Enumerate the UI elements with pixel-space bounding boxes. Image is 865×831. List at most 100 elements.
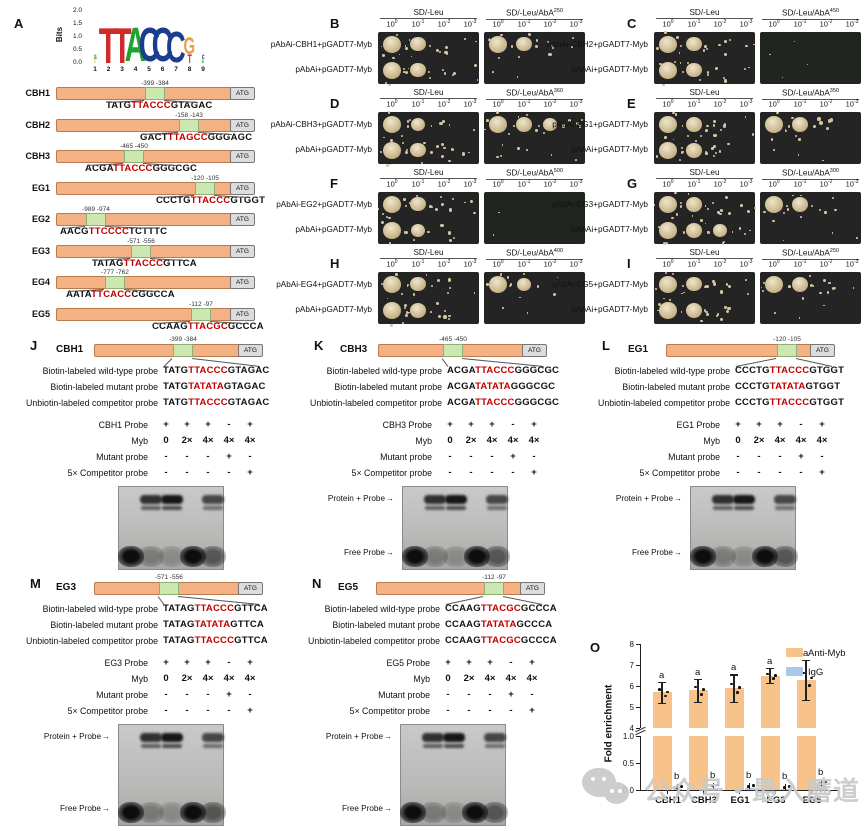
plate-selective [484,192,585,244]
dilution-label: 10-3 [569,19,583,29]
colony-dot [680,151,684,155]
colony-dot [679,205,683,208]
colony-dot [441,155,445,159]
colony-dot [406,125,410,128]
plate-selective [760,32,861,84]
emsa-table-value: - [227,419,231,430]
free-probe-band [401,546,428,567]
y-tick-label: 8 [629,639,634,649]
colony-dot [724,306,727,309]
colony-dot [526,149,528,151]
binding-sequence: AATATTCACCCGGCCA [66,289,175,300]
colony-dot [578,125,582,128]
dilution-label: 10-3 [463,99,477,109]
colony [791,196,809,212]
colony-spot [564,139,588,163]
colony-spot [380,216,407,245]
plate-control [654,31,756,87]
colony-dot [575,122,580,126]
colony-dot [731,231,734,233]
dilution-label: 10-2 [437,179,451,189]
emsa-table-value: - [164,705,168,716]
sig-letter-b: b [782,770,788,782]
aba-concentration: 250 [553,8,563,14]
colony-dot [535,39,539,43]
colony [410,37,426,52]
panel-letter-C: C [627,16,637,31]
colony-spot [564,113,588,137]
position-numbers: -120 -105 [773,336,801,343]
core-site-sequence: TTACCC [190,194,231,206]
emsa-table-value: - [227,467,231,478]
emsa-table-value: + [819,467,825,478]
colony-spot [377,193,407,219]
free-probe-band [137,802,164,823]
logo-position: C [166,6,186,70]
emsa-table-value: 2× [465,435,477,446]
colony-dot [798,317,801,319]
wechat-icon [582,768,632,810]
colony-dot [712,123,716,127]
colony-dot [714,66,719,71]
error-bar [697,678,699,702]
probe-sequence: CCCTGTTACCCGTGGT [735,365,845,376]
dilution-label: 10-1 [793,179,807,189]
colony-dot [519,296,522,299]
colony-spot [458,33,482,57]
colony-spot [682,139,708,163]
colony-dot [715,151,718,155]
colony-spot [432,273,456,297]
free-probe-band [159,802,185,823]
plate-control [378,272,479,328]
shift-band [423,495,446,504]
panel-letter-F: F [330,176,338,191]
colony-dot [401,321,404,324]
shift-band-minor [203,744,224,748]
dilution-label: 10-3 [739,179,753,189]
emsa-table-value: - [467,689,471,700]
colony-spot [458,113,482,137]
colony-spot [682,59,710,83]
colony-dot [786,205,788,207]
gene-name-label: EG2 [31,214,50,224]
colony-dot [430,311,433,313]
core-site-sequence: TTACCC [194,603,235,614]
dilution-label: 10-1 [687,99,701,109]
shift-band-minor [775,506,796,510]
data-point [747,785,750,788]
colony-spot [814,139,838,163]
colony [791,116,809,132]
colony [659,36,677,53]
emsa-gene-name: CBH1 [56,344,84,355]
colony-dot [439,196,442,199]
colony-dot [674,113,678,116]
anti-myb-bar-lower [689,736,708,790]
arrow-right-icon: → [674,548,682,557]
emsa-table-row-label: Mutant probe [380,452,432,462]
colony [659,142,677,159]
colony-dot [711,201,714,204]
dilution-label: 100 [386,19,398,29]
probe-label: Unbiotin-labeled competitor probe [307,636,440,646]
logo-ytick: 1.0 [72,33,82,40]
gene-name-label: CBH2 [25,119,50,130]
colony-dot [381,212,385,216]
colony-dot [671,216,674,220]
wechat-eye [610,789,614,793]
emsa-table-row-label: 5× Competitor probe [67,468,148,478]
colony-spot [682,33,709,57]
colony-spot [762,33,786,57]
colony-dot [436,144,440,148]
colony [410,223,426,238]
colony-spot [788,219,812,243]
data-point [772,677,775,680]
colony-dot [829,118,834,122]
data-point [711,784,714,788]
colony-dot [664,135,667,139]
colony-spot [840,219,864,243]
colony-spot [380,299,409,328]
colony-dot [430,205,433,209]
colony-dot [715,315,718,318]
emsa-table-value: + [247,419,253,430]
colony-dot [407,120,410,123]
